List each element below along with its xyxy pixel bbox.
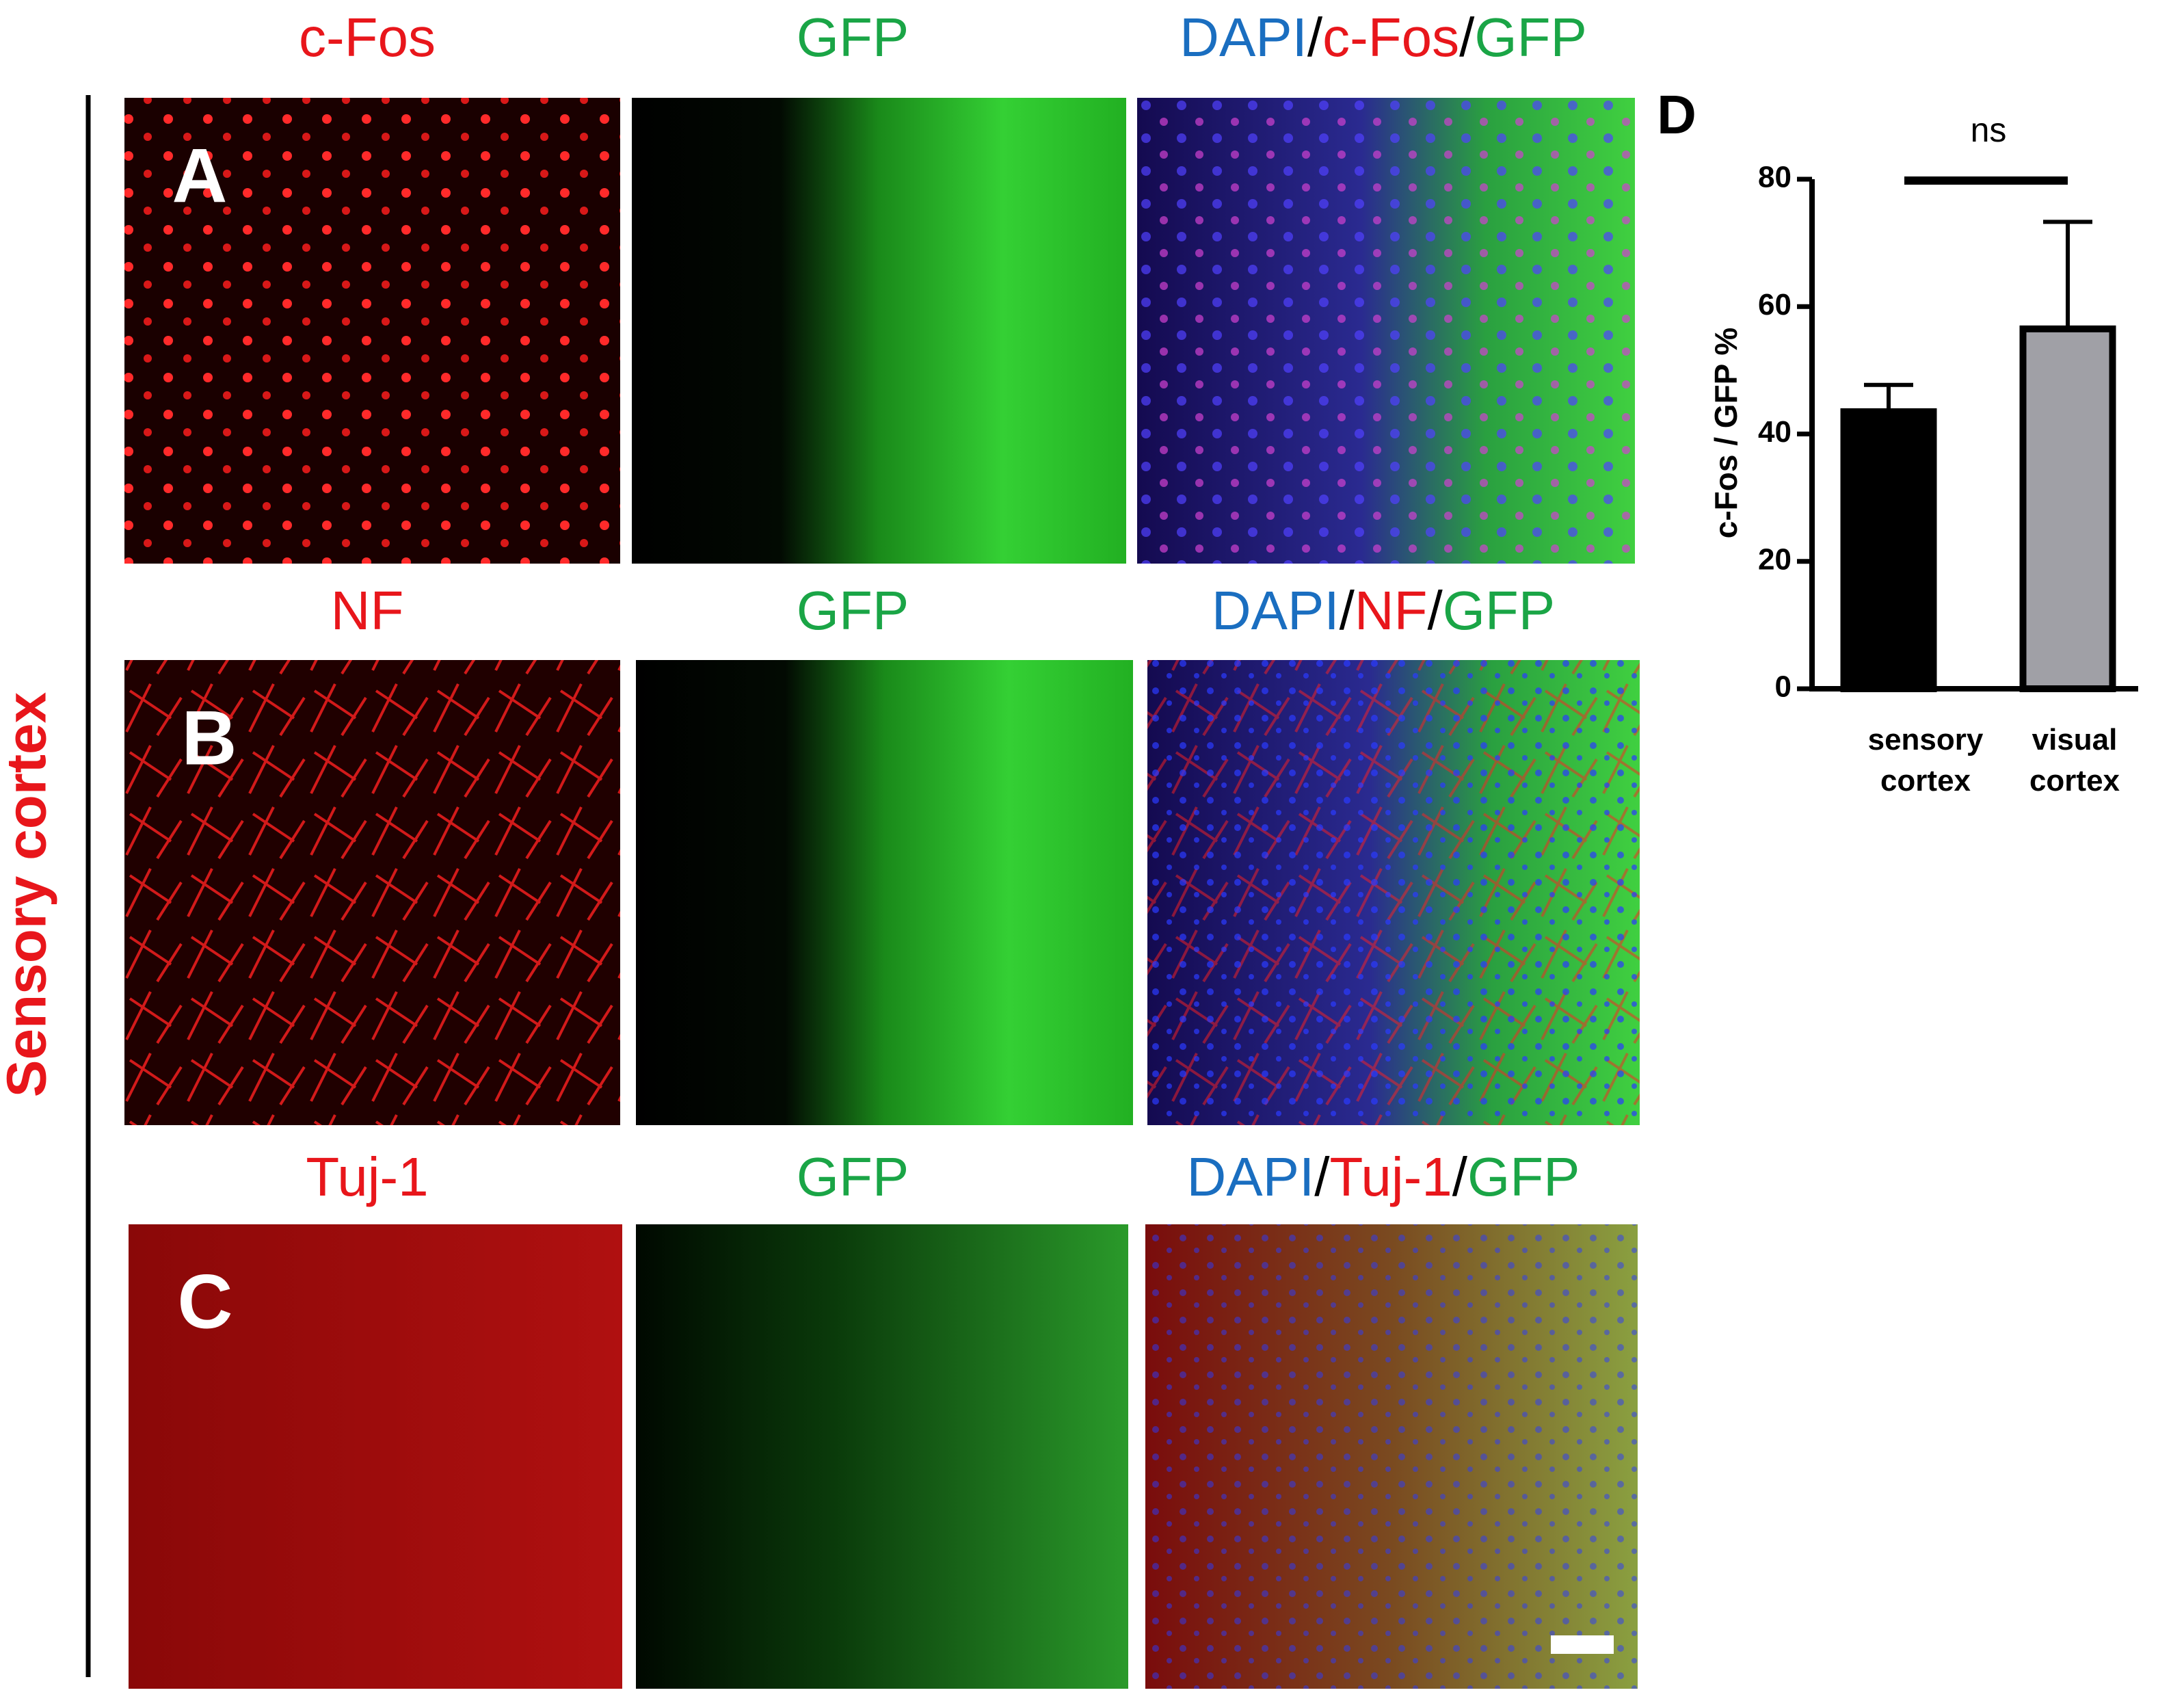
y-tick-label: 80 xyxy=(1758,161,1792,194)
column-header: c-Fos xyxy=(299,7,436,68)
header-part: DAPI xyxy=(1180,7,1307,68)
header-part: NF xyxy=(331,580,404,641)
header-part: / xyxy=(1307,7,1323,68)
header-part: Tuj-1 xyxy=(1329,1146,1452,1207)
header-part: GFP xyxy=(1443,580,1555,641)
panel-label: C xyxy=(178,1259,233,1345)
bar xyxy=(2019,325,2116,692)
scale-bar xyxy=(1551,1635,1614,1654)
bar xyxy=(1840,408,1937,692)
column-header: NF xyxy=(331,580,404,641)
micrograph xyxy=(632,98,1126,564)
micrograph xyxy=(1147,660,1640,1125)
header-part: DAPI xyxy=(1212,580,1340,641)
column-header: GFP xyxy=(797,1146,909,1207)
panel-label: B xyxy=(182,696,237,781)
header-part: NF xyxy=(1355,580,1428,641)
micrograph xyxy=(1145,1224,1638,1689)
column-header: Tuj-1 xyxy=(306,1146,428,1207)
micrograph xyxy=(124,660,620,1125)
side-label: Sensory cortex xyxy=(0,692,58,1098)
y-axis-label: c-Fos / GFP % xyxy=(1708,328,1744,538)
header-part: / xyxy=(1340,580,1355,641)
panel-label: A xyxy=(172,133,228,219)
header-part: / xyxy=(1314,1146,1330,1207)
x-tick-label: visual cortex xyxy=(2029,723,2120,798)
column-header: DAPI/NF/GFP xyxy=(1212,580,1555,641)
y-tick-label: 40 xyxy=(1758,415,1792,449)
y-tick-label: 60 xyxy=(1758,288,1792,321)
y-tick-label: 20 xyxy=(1758,542,1792,576)
y-tick-label: 0 xyxy=(1775,670,1792,704)
header-part: c-Fos xyxy=(1322,7,1459,68)
column-header: DAPI/Tuj-1/GFP xyxy=(1187,1146,1580,1207)
micrograph xyxy=(1137,98,1635,564)
header-part: / xyxy=(1452,1146,1468,1207)
header-part: GFP xyxy=(1467,1146,1580,1207)
header-part: GFP xyxy=(797,7,909,68)
micrograph xyxy=(129,1224,622,1689)
header-part: DAPI xyxy=(1187,1146,1315,1207)
x-tick-label: sensory cortex xyxy=(1867,723,1984,798)
header-part: GFP xyxy=(797,1146,909,1207)
header-part: / xyxy=(1459,7,1475,68)
header-part: GFP xyxy=(797,580,909,641)
header-part: Tuj-1 xyxy=(306,1146,428,1207)
header-part: / xyxy=(1427,580,1443,641)
column-header: GFP xyxy=(797,580,909,641)
header-part: c-Fos xyxy=(299,7,436,68)
header-part: GFP xyxy=(1474,7,1586,68)
micrographs xyxy=(124,98,1640,1689)
micrograph xyxy=(124,98,620,564)
micrograph xyxy=(636,1224,1128,1689)
micrograph xyxy=(636,660,1133,1125)
column-header: DAPI/c-Fos/GFP xyxy=(1180,7,1587,68)
column-header: GFP xyxy=(797,7,909,68)
significance-label: ns xyxy=(1971,111,2007,149)
panel-label: D xyxy=(1657,84,1696,145)
